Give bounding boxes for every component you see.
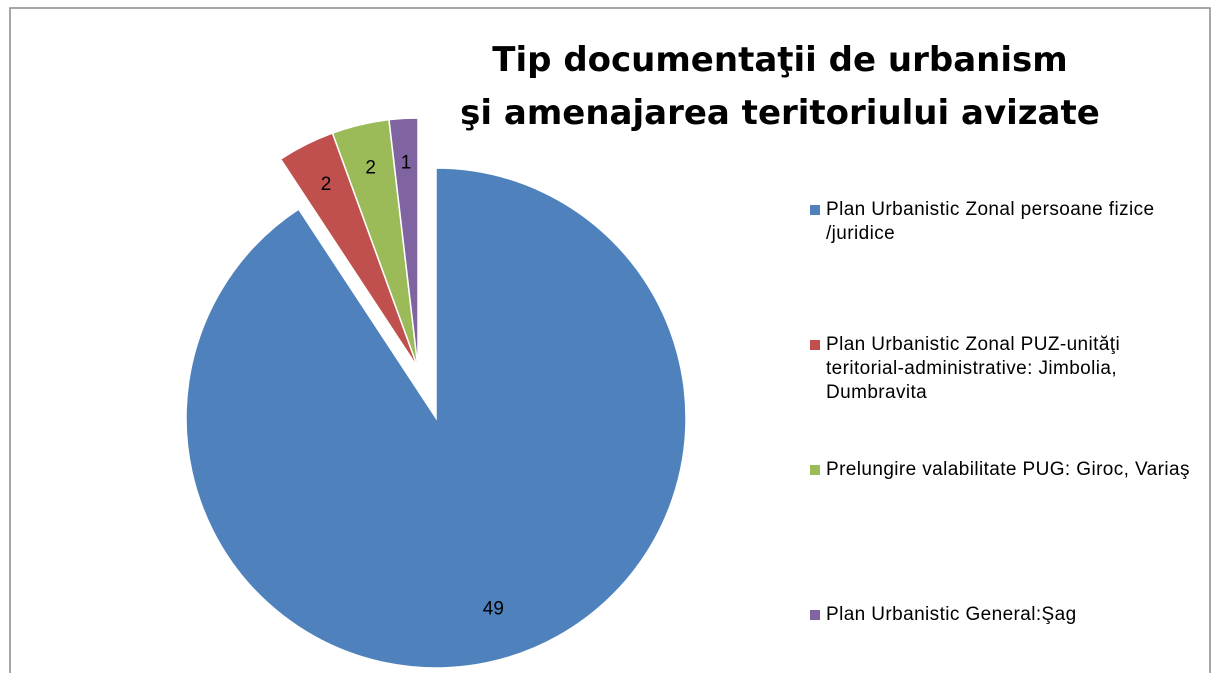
data-label: 49 [483,599,504,620]
legend-label: Plan Urbanistic General:Şag [826,604,1077,625]
legend-label: Prelungire valabilitate PUG: Giroc, Vari… [826,459,1190,480]
pie-slice [185,167,687,669]
legend-label: Plan Urbanistic Zonal persoane fizice /j… [826,199,1155,244]
legend-item: Plan Urbanistic General:Şag [806,603,1196,627]
data-label: 2 [321,174,332,195]
data-label: 2 [365,158,376,179]
legend-item: Prelungire valabilitate PUG: Giroc, Vari… [806,458,1196,482]
chart-title: Tip documentaţii de urbanism [492,40,1068,80]
legend-label: Plan Urbanistic Zonal PUZ-unităţi terito… [826,334,1121,403]
legend-item: Plan Urbanistic Zonal PUZ-unităţi terito… [806,333,1196,405]
legend-marker [810,610,820,620]
data-label: 1 [401,152,412,173]
legend-item: Plan Urbanistic Zonal persoane fizice /j… [806,198,1196,246]
frame [9,7,1211,673]
legend-marker [810,340,820,350]
chart-title: şi amenajarea teritoriului avizate [460,93,1100,133]
pie-slice [388,117,419,369]
legend-marker [810,205,820,215]
legend-marker [810,465,820,475]
